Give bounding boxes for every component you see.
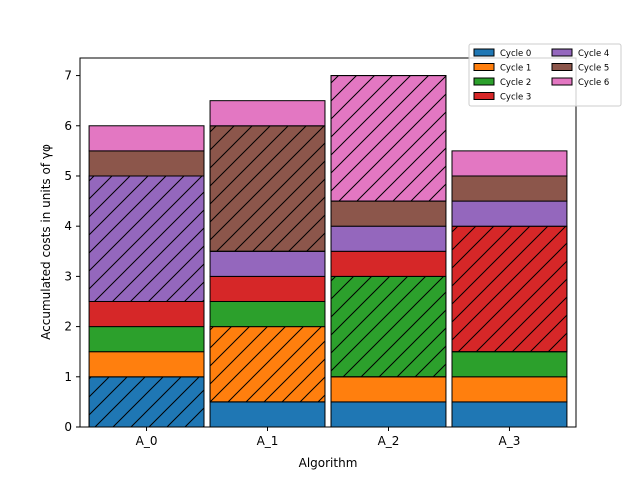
y-axis-label: Accumulated costs in units of γφ [39, 144, 53, 340]
legend-label: Cycle 5 [578, 64, 609, 74]
bar-A_0-cycle-5 [88, 150, 205, 177]
ticks-layer: 0 1 2 3 4 5 6 7 A_0 A_1 A_2 A_3 [64, 69, 520, 448]
x-axis-label: Algorithm [299, 456, 358, 470]
bar-hatch-A_2-cycle-2 [330, 275, 447, 378]
legend-swatch [473, 92, 495, 100]
bar-A_1-cycle-3 [209, 275, 326, 302]
legend-frame [468, 43, 622, 107]
bar-A_3-cycle-6 [451, 150, 568, 177]
y-tick-label: 2 [64, 320, 72, 334]
y-tick-label: 1 [64, 370, 72, 384]
x-tick-label: A_0 [136, 434, 158, 448]
bar-A_1-cycle-2 [209, 300, 326, 328]
bar-A_3-cycle-0 [451, 401, 568, 428]
bar-hatch-A_1-cycle-1 [209, 326, 326, 403]
bar-hatch-A_0-cycle-4 [88, 175, 205, 302]
legend-swatch [473, 63, 495, 71]
bar-A_2-cycle-3 [330, 250, 447, 277]
legend-label: Cycle 2 [500, 78, 531, 88]
bar-A_2-cycle-5 [330, 200, 447, 227]
bar-A_1-cycle-6 [209, 100, 326, 127]
legend-label: Cycle 6 [578, 78, 609, 88]
legend: Cycle 0 Cycle 1 Cycle 2 Cycle 3 Cycle 4 Cycle… [468, 43, 622, 107]
legend-label: Cycle 4 [578, 49, 609, 59]
bar-A_2-cycle-0 [330, 401, 447, 428]
axes-frame [79, 57, 577, 428]
y-tick-label: 5 [64, 169, 72, 183]
legend-label: Cycle 0 [500, 49, 531, 59]
bar-hatch-A_1-cycle-5 [209, 125, 326, 252]
bar-A_0-cycle-1 [88, 351, 205, 378]
legend-swatch [473, 77, 495, 86]
bar-A_3-cycle-5 [451, 175, 568, 202]
legend-label: Cycle 3 [500, 93, 531, 103]
bar-A_0-cycle-2 [88, 326, 205, 353]
x-tick-label: A_3 [499, 434, 521, 448]
legend-swatch [551, 63, 573, 71]
y-tick-label: 0 [64, 420, 72, 434]
y-tick-label: 3 [64, 269, 72, 283]
bar-A_3-cycle-4 [451, 200, 568, 227]
legend-swatch [551, 77, 573, 86]
bar-hatch-A_3-cycle-3 [451, 225, 568, 353]
y-tick-label: 7 [64, 69, 72, 83]
bar-A_3-cycle-1 [451, 376, 568, 403]
bar-hatch-A_0-cycle-0 [88, 376, 205, 428]
x-tick-label: A_2 [378, 434, 400, 448]
y-tick-label: 6 [64, 119, 72, 133]
x-tick-label: A_1 [257, 434, 279, 448]
bar-A_1-cycle-0 [209, 401, 326, 428]
legend-label: Cycle 1 [500, 64, 531, 74]
legend-swatch [551, 48, 573, 57]
bar-A_0-cycle-3 [88, 300, 205, 328]
bar-A_3-cycle-2 [451, 351, 568, 378]
bar-A_1-cycle-4 [209, 250, 326, 277]
bars-layer [88, 75, 568, 428]
bar-A_2-cycle-1 [330, 376, 447, 403]
bar-A_2-cycle-4 [330, 225, 447, 252]
legend-swatch [473, 48, 495, 57]
y-tick-label: 4 [64, 219, 72, 233]
bar-A_0-cycle-6 [88, 125, 205, 152]
bar-hatch-A_2-cycle-6 [330, 75, 447, 202]
